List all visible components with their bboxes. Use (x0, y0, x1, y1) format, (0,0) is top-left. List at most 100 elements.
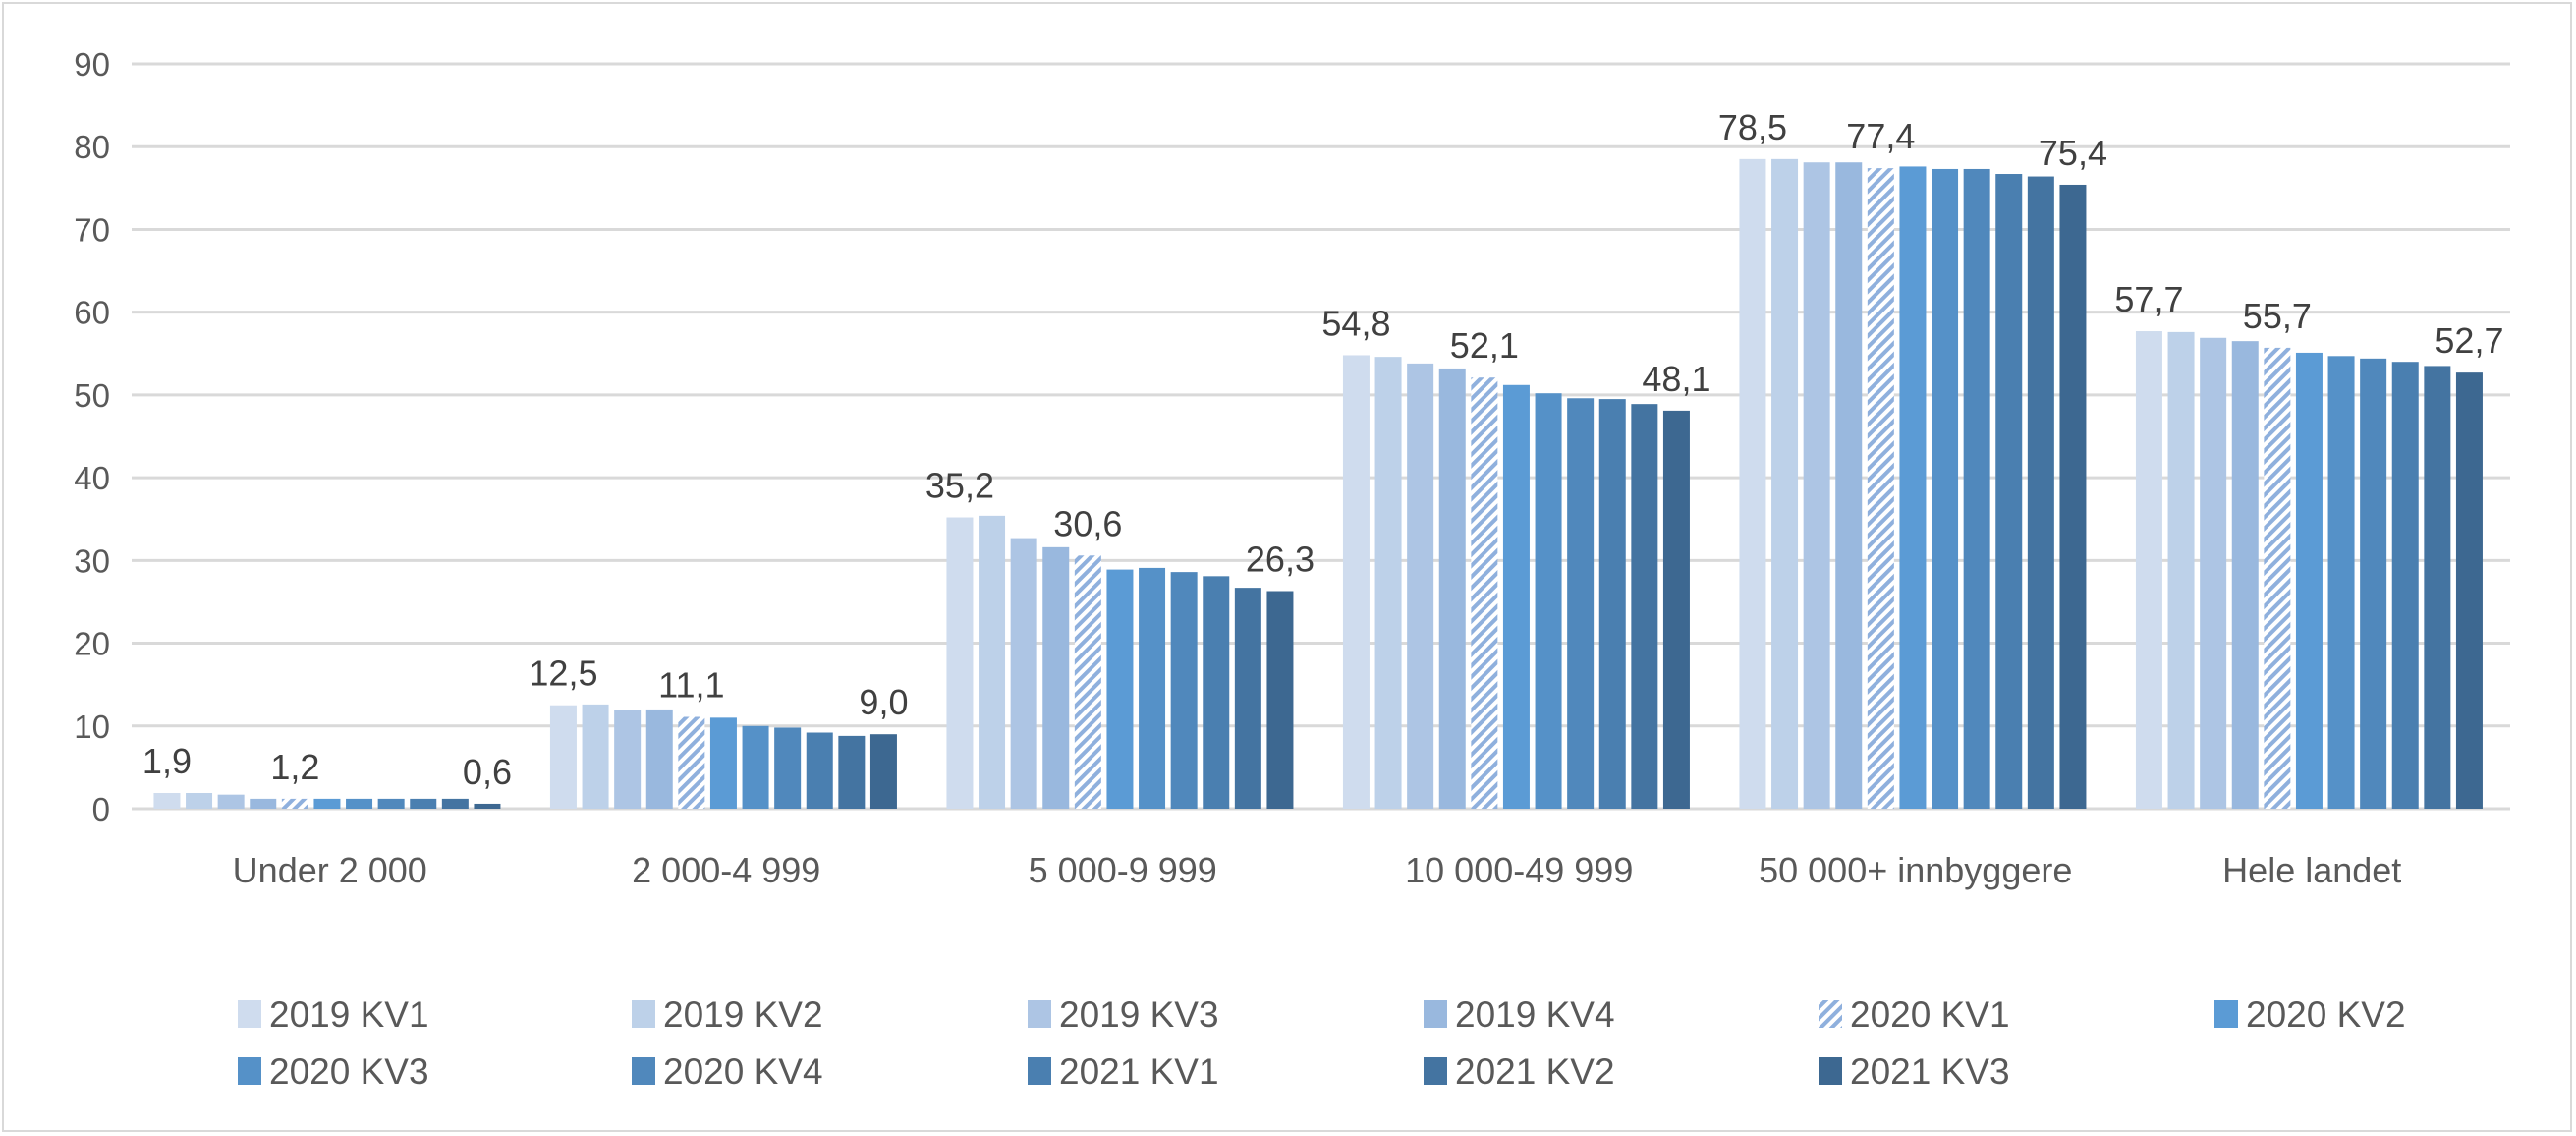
bar (1631, 404, 1658, 809)
legend-swatch (1028, 1000, 1051, 1028)
data-label: 78,5 (1718, 107, 1787, 147)
bar (2424, 366, 2451, 809)
bar (1042, 546, 1070, 809)
bar (1739, 158, 1766, 809)
bars (153, 158, 2483, 810)
data-label: 75,4 (2039, 133, 2107, 173)
y-tick-label: 70 (74, 211, 110, 248)
legend-swatch (632, 1057, 655, 1085)
bar (1835, 162, 1863, 810)
legend: 2019 KV1 2019 KV2 2019 KV3 2019 KV4 2020 KV1… (238, 994, 2406, 1092)
bar (1995, 174, 2023, 809)
y-tick-label: 20 (74, 626, 110, 662)
data-label: 26,3 (1246, 539, 1315, 579)
legend-swatch (1028, 1057, 1051, 1085)
data-label: 1,2 (270, 747, 319, 787)
bar (410, 798, 437, 809)
legend-label: 2019 KV4 (1455, 994, 1615, 1035)
bar (1567, 398, 1595, 809)
y-tick-label: 10 (74, 709, 110, 745)
bar (1535, 393, 1562, 809)
category-label: Under 2 000 (233, 850, 427, 890)
bar (1803, 162, 1830, 810)
bar (979, 515, 1006, 809)
data-label: 9,0 (859, 682, 908, 722)
bar (1106, 569, 1134, 809)
bar (2360, 358, 2387, 809)
bar (2167, 331, 2195, 809)
bar (614, 710, 642, 809)
bar (1266, 591, 1294, 809)
bar (2200, 337, 2227, 809)
bar (838, 735, 866, 809)
bar (742, 725, 769, 809)
data-label: 11,1 (658, 665, 724, 706)
data-label: 0,6 (463, 752, 512, 792)
legend-label: 2020 KV3 (269, 1051, 429, 1092)
bar (1170, 572, 1198, 809)
legend-label: 2021 KV2 (1455, 1051, 1615, 1092)
data-label: 30,6 (1053, 503, 1122, 543)
legend-label: 2020 KV4 (663, 1051, 823, 1092)
data-label: 12,5 (529, 653, 597, 694)
bar (250, 798, 277, 809)
bar (2135, 331, 2162, 809)
category-label: 50 000+ innbyggere (1759, 850, 2072, 890)
gridlines (132, 62, 2510, 811)
bar (1771, 158, 1799, 809)
bar (1598, 399, 1626, 809)
y-tick-label: 80 (74, 129, 110, 165)
data-label: 48,1 (1642, 359, 1710, 399)
category-label: Hele landet (2222, 850, 2401, 890)
legend-label: 2019 KV3 (1059, 994, 1219, 1035)
bar (645, 709, 673, 809)
legend-swatch (2214, 1000, 2238, 1028)
bar (1234, 588, 1261, 809)
y-axis-ticks: 0 10 20 30 40 50 60 70 80 90 (74, 46, 110, 827)
data-label: 52,7 (2435, 320, 2503, 361)
bar (2391, 362, 2419, 809)
bar (806, 732, 833, 809)
legend-swatch (632, 1000, 655, 1028)
bar (2027, 176, 2054, 809)
category-label: 5 000-9 999 (1029, 850, 1217, 890)
legend-swatch (1819, 1057, 1842, 1085)
bar (1963, 168, 1990, 809)
legend-swatch (238, 1000, 261, 1028)
y-tick-label: 50 (74, 377, 110, 414)
bar (1407, 363, 1434, 809)
category-labels: Under 2 000 2 000-4 999 5 000-9 999 10 000-… (233, 850, 2402, 890)
bar (1074, 555, 1101, 809)
legend-swatch (1424, 1000, 1447, 1028)
bar (217, 794, 245, 809)
y-tick-label: 60 (74, 295, 110, 331)
bar (313, 798, 341, 809)
bar (2231, 341, 2259, 809)
legend-label: 2021 KV1 (1059, 1051, 1219, 1092)
bar (377, 798, 405, 809)
bar (2295, 352, 2323, 809)
y-tick-label: 90 (74, 46, 110, 83)
data-labels: 1,9 1,2 0,6 12,5 11,1 9,0 35,2 30,6 26,3 54,8 52,1… (142, 107, 2504, 792)
bar (153, 792, 181, 809)
bar (678, 716, 705, 809)
category-label: 10 000-49 999 (1405, 850, 1633, 890)
bar (441, 798, 469, 809)
legend-label: 2019 KV1 (269, 994, 429, 1035)
legend-label: 2019 KV2 (663, 994, 823, 1035)
bar (1471, 377, 1498, 809)
bar (549, 705, 577, 809)
legend-swatch (1424, 1057, 1447, 1085)
bar (869, 734, 897, 809)
legend-swatch (1819, 1000, 1842, 1028)
bar (1899, 166, 1927, 810)
y-tick-label: 0 (92, 791, 110, 827)
bar (346, 798, 373, 809)
data-label: 1,9 (142, 741, 192, 781)
legend-label: 2020 KV1 (1850, 994, 2010, 1035)
bar (1203, 576, 1230, 809)
legend-label: 2021 KV3 (1850, 1051, 2010, 1092)
data-label: 52,1 (1450, 325, 1519, 366)
